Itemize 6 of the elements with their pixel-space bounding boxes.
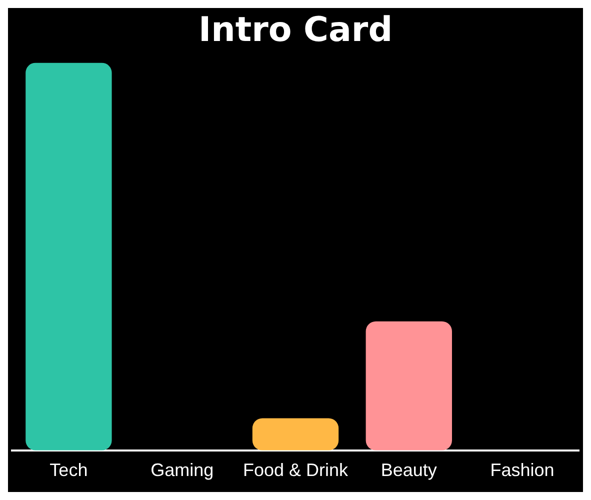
- x-tick-label: Tech: [50, 460, 88, 480]
- chart-title: Intro Card: [198, 10, 393, 50]
- x-tick-label: Food & Drink: [242, 460, 350, 480]
- x-tick-label: Gaming: [150, 460, 214, 480]
- x-tick-label: Beauty: [380, 460, 437, 480]
- x-tick-label: Fashion: [490, 460, 554, 480]
